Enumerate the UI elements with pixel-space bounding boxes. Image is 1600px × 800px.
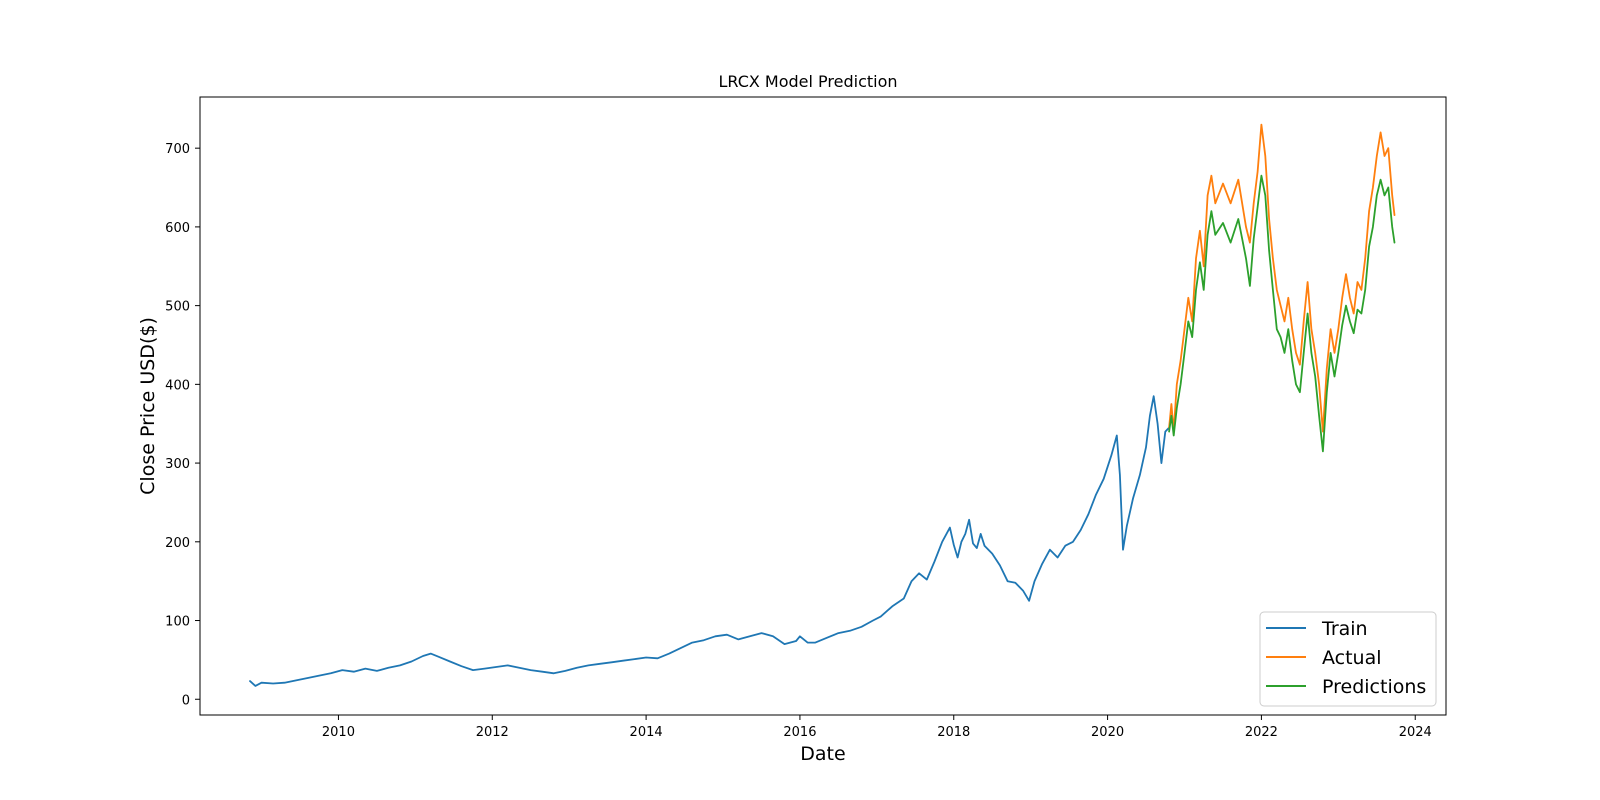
y-tick-label: 300 (165, 457, 190, 472)
legend-label-actual: Actual (1322, 647, 1382, 669)
legend-label-predictions: Predictions (1322, 676, 1426, 698)
x-tick-label: 2012 (476, 725, 509, 740)
x-tick-label: 2024 (1399, 725, 1432, 740)
x-axis-title: Date (800, 743, 845, 765)
y-tick-label: 400 (165, 378, 190, 393)
y-axis-title: Close Price USD($) (137, 317, 159, 495)
x-tick-label: 2016 (783, 725, 816, 740)
series-line-train (249, 395, 1170, 687)
legend-label-train: Train (1321, 618, 1368, 640)
x-tick-label: 2020 (1091, 725, 1124, 740)
y-tick-label: 200 (165, 536, 190, 551)
y-tick-label: 500 (165, 300, 190, 315)
y-tick-label: 700 (165, 142, 190, 157)
series-line-predictions (1168, 174, 1396, 453)
chart-title: LRCX Model Prediction (718, 72, 897, 91)
x-tick-label: 2018 (937, 725, 970, 740)
y-tick-label: 100 (165, 615, 190, 630)
y-tick-label: 600 (165, 221, 190, 236)
y-tick-label: 0 (182, 693, 190, 708)
x-tick-label: 2014 (630, 725, 663, 740)
x-axis: 2010 2012 2014 2016 2018 2020 2022 2024 (322, 715, 1432, 740)
series-layer (249, 123, 1396, 687)
series-line-actual (1168, 123, 1396, 433)
x-tick-label: 2022 (1245, 725, 1278, 740)
legend: Train Actual Predictions (1259, 611, 1437, 707)
y-axis: 0 100 200 300 400 500 600 700 (165, 142, 200, 708)
x-tick-label: 2010 (322, 725, 355, 740)
plot-frame (199, 96, 1447, 716)
legend-box (1259, 611, 1437, 707)
